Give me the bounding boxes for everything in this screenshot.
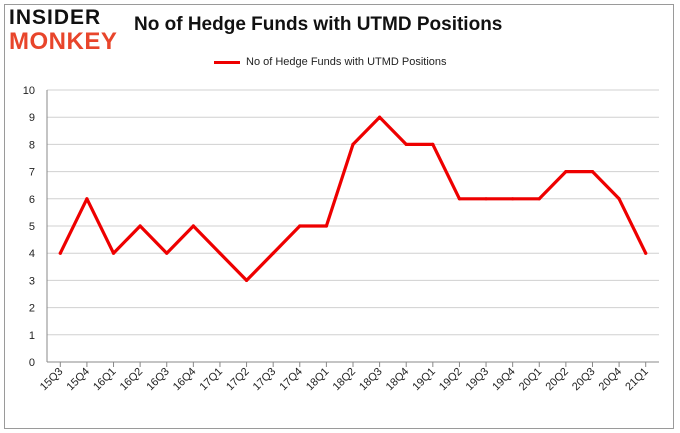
data-point-20Q1 [537, 197, 541, 201]
x-tick-label-20Q2: 20Q2 [543, 366, 571, 394]
data-point-18Q2 [351, 142, 355, 146]
data-point-16Q4 [191, 224, 195, 228]
insider-monkey-logo: INSIDER MONKEY [9, 7, 127, 54]
data-point-19Q2 [457, 197, 462, 201]
grid-layer [47, 89, 659, 336]
chart-legend: No of Hedge Funds with UTMD Positions [214, 56, 447, 68]
x-tick-label-15Q4: 15Q4 [65, 366, 93, 394]
data-point-20Q3 [590, 170, 595, 174]
y-tick-label-2: 2 [29, 303, 35, 315]
data-point-15Q3 [58, 251, 62, 255]
data-point-19Q1 [431, 142, 435, 146]
x-tick-label-19Q2: 19Q2 [437, 366, 465, 394]
data-point-17Q3 [271, 251, 275, 255]
y-tick-label-10: 10 [23, 85, 35, 97]
logo-line-1: INSIDER [9, 6, 102, 29]
legend-swatch [214, 60, 240, 64]
chart-title: No of Hedge Funds with UTMD Positions [134, 14, 503, 35]
x-tick-label-18Q4: 18Q4 [384, 366, 412, 394]
x-tick-label-16Q4: 16Q4 [171, 366, 199, 394]
data-point-15Q4 [85, 197, 89, 201]
data-point-21Q1 [644, 251, 648, 255]
x-tick-label-21Q1: 21Q1 [623, 366, 651, 394]
x-tick-label-19Q3: 19Q3 [464, 366, 492, 394]
y-tick-label-4: 4 [29, 248, 35, 260]
x-tick-label-19Q4: 19Q4 [490, 366, 518, 394]
x-tick-label-20Q1: 20Q1 [517, 366, 545, 394]
x-tick-label-15Q3: 15Q3 [38, 366, 66, 394]
x-tick-label-18Q2: 18Q2 [331, 366, 359, 394]
x-tick-label-17Q3: 17Q3 [251, 366, 279, 394]
x-tick-label-16Q1: 16Q1 [91, 366, 119, 394]
data-point-17Q1 [218, 251, 222, 255]
chart-frame [4, 4, 674, 429]
axis-layer [46, 90, 659, 367]
data-point-20Q2 [564, 170, 568, 174]
data-point-18Q1 [324, 224, 328, 228]
legend-label: No of Hedge Funds with UTMD Positions [246, 56, 447, 68]
y-tick-label-9: 9 [29, 112, 35, 124]
data-point-16Q1 [111, 251, 116, 255]
data-point-17Q4 [298, 224, 302, 228]
data-point-19Q4 [511, 197, 515, 201]
y-tick-label-0: 0 [29, 357, 35, 369]
x-tick-label-19Q1: 19Q1 [410, 366, 438, 394]
data-point-18Q4 [404, 142, 408, 146]
y-tick-label-1: 1 [29, 330, 35, 342]
x-tick-label-17Q2: 17Q2 [224, 366, 252, 394]
x-tick-label-17Q1: 17Q1 [198, 366, 226, 394]
series-layer [58, 115, 648, 282]
x-tick-label-18Q1: 18Q1 [304, 366, 332, 394]
data-point-16Q3 [165, 251, 169, 255]
data-point-17Q2 [244, 278, 249, 282]
x-tick-label-18Q3: 18Q3 [357, 366, 385, 394]
data-point-16Q2 [138, 224, 142, 228]
data-point-18Q3 [378, 115, 382, 119]
x-tick-label-16Q3: 16Q3 [144, 366, 172, 394]
data-point-20Q4 [617, 197, 621, 201]
y-tick-label-7: 7 [29, 167, 35, 179]
x-tick-label-16Q2: 16Q2 [118, 366, 146, 394]
data-point-19Q3 [484, 197, 488, 201]
x-tick-label-17Q4: 17Q4 [277, 366, 305, 394]
y-tick-label-5: 5 [29, 221, 35, 233]
logo-line-2: MONKEY [9, 28, 118, 55]
x-tick-label-20Q3: 20Q3 [570, 366, 598, 394]
x-tick-label-20Q4: 20Q4 [597, 366, 625, 394]
label-layer: 0 1 2 3 4 5 6 7 8 9 10 15Q3 15Q4 16Q1 16Q2 16Q3 16Q4 17Q1… [23, 85, 651, 393]
y-tick-label-3: 3 [29, 275, 35, 287]
y-tick-label-6: 6 [29, 194, 35, 206]
y-tick-label-8: 8 [29, 139, 35, 151]
